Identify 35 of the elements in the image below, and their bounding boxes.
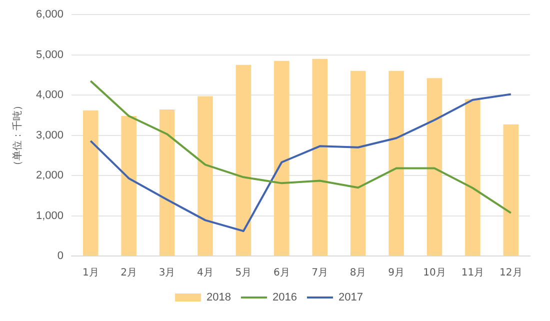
bar xyxy=(465,99,480,256)
bar xyxy=(312,58,328,256)
x-tick-label: 10月 xyxy=(423,268,446,279)
y-tick-label: 1,000 xyxy=(36,210,64,222)
x-tick-label: 3月 xyxy=(158,268,176,279)
bar xyxy=(426,78,442,256)
bar xyxy=(350,70,366,256)
x-tick-label: 8月 xyxy=(350,268,366,279)
x-tick-label: 4月 xyxy=(197,268,214,279)
bar xyxy=(82,110,98,256)
bar xyxy=(159,110,175,256)
bar xyxy=(388,70,404,256)
bar xyxy=(198,96,213,256)
legend-label: 2016 xyxy=(272,292,297,304)
legend-label: 2017 xyxy=(338,292,363,304)
bar xyxy=(236,64,252,256)
x-tick-label: 7月 xyxy=(312,268,328,279)
x-tick-label: 2月 xyxy=(120,268,138,279)
y-tick-label: 4,000 xyxy=(36,89,64,102)
x-tick-label: 5月 xyxy=(235,268,252,279)
x-tick-label: 11月 xyxy=(461,268,484,279)
y-tick-label: 3,000 xyxy=(36,129,64,142)
bar xyxy=(121,116,136,256)
y-tick-label: 2,000 xyxy=(36,170,64,182)
x-tick-label: 12月 xyxy=(500,268,522,279)
bar xyxy=(274,60,290,256)
y-tick-label: 5,000 xyxy=(36,48,64,61)
x-tick-label: 9月 xyxy=(388,268,404,279)
legend-label: 2018 xyxy=(206,292,232,304)
x-tick-label: 1月 xyxy=(82,268,99,279)
y-tick-label: 6,000 xyxy=(36,8,64,21)
bar xyxy=(503,124,519,256)
x-tick-label: 6月 xyxy=(273,268,290,279)
y-axis-title: （单位：千吨） xyxy=(12,100,24,170)
y-tick-label: 0 xyxy=(57,250,64,262)
